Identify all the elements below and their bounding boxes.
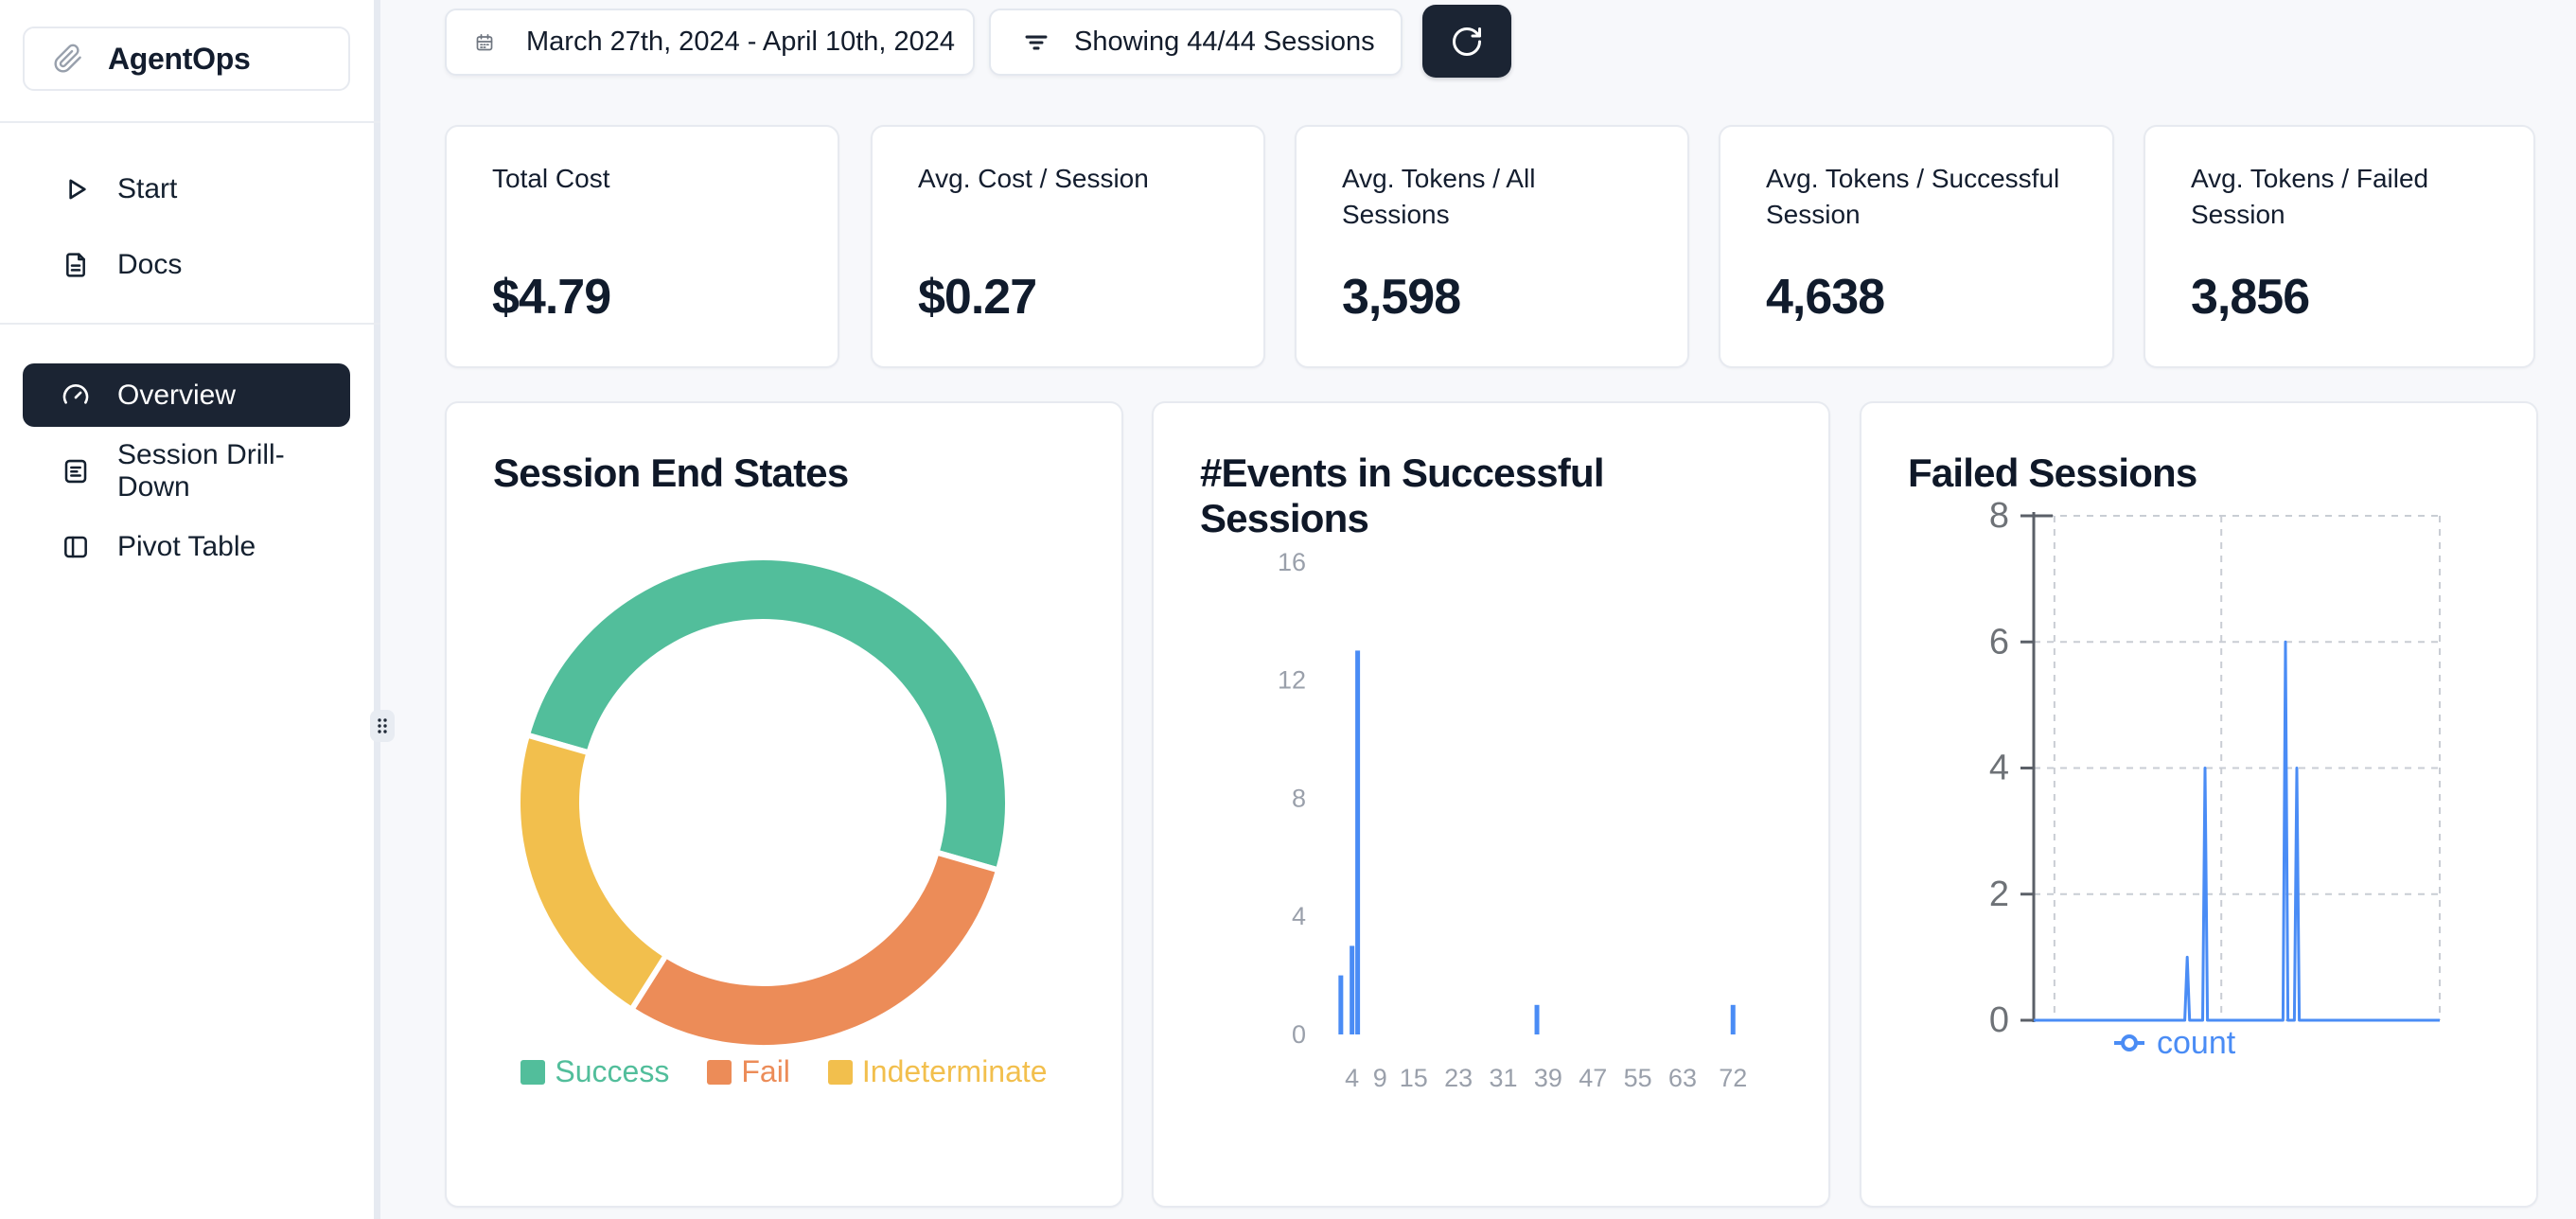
sidebar-item-label: Start bbox=[117, 173, 178, 204]
session-end-states-donut-chart bbox=[515, 555, 1011, 1051]
svg-text:4: 4 bbox=[1345, 1064, 1359, 1092]
date-range-button[interactable]: March 27th, 2024 - April 10th, 2024 bbox=[445, 9, 975, 76]
svg-text:9: 9 bbox=[1373, 1064, 1387, 1092]
svg-text:8: 8 bbox=[1292, 784, 1306, 812]
failed-sessions-line-chart: 0 2 4 6 8 count bbox=[1989, 496, 2441, 1061]
stat-value: $4.79 bbox=[492, 270, 611, 325]
sidebar-item-label: Session Drill-Down bbox=[117, 439, 285, 503]
sessions-filter-label: Showing 44/44 Sessions bbox=[1074, 26, 1375, 57]
svg-text:23: 23 bbox=[1444, 1064, 1473, 1092]
sidebar-item-label: Pivot Table bbox=[117, 531, 256, 562]
stat-card-total-cost: Total Cost $4.79 bbox=[445, 125, 839, 368]
refresh-icon bbox=[1450, 25, 1484, 59]
legend-label: Fail bbox=[741, 1054, 790, 1088]
sidebar-item-overview[interactable]: Overview bbox=[23, 363, 350, 427]
legend-item-indeterminate[interactable]: Indeterminate bbox=[827, 1054, 1048, 1089]
svg-text:55: 55 bbox=[1624, 1064, 1652, 1092]
paperclip-logo-icon bbox=[51, 42, 85, 76]
gauge-icon bbox=[59, 379, 93, 413]
sidebar-item-pivot-table[interactable]: Pivot Table bbox=[23, 519, 350, 575]
panel-title: Session End States bbox=[493, 450, 849, 495]
fail-swatch-icon bbox=[707, 1059, 732, 1085]
events-in-successful-sessions-panel: #Events in Successful Sessions 0 4 8 12 16 4 9… bbox=[1152, 401, 1830, 1208]
sidebar-item-docs[interactable]: Docs bbox=[23, 237, 350, 293]
stat-label: Avg. Tokens / All Sessions bbox=[1342, 164, 1536, 229]
legend-label: Indeterminate bbox=[861, 1054, 1048, 1088]
stat-label: Avg. Tokens / Successful Session bbox=[1766, 164, 2060, 229]
legend-item-fail[interactable]: Fail bbox=[707, 1054, 790, 1089]
svg-text:count: count bbox=[2157, 1025, 2236, 1061]
file-lines-icon bbox=[59, 454, 93, 488]
sidebar-item-label: Overview bbox=[117, 379, 237, 411]
svg-text:16: 16 bbox=[1278, 548, 1306, 576]
sidebar-item-label: Docs bbox=[117, 249, 183, 280]
svg-text:12: 12 bbox=[1278, 666, 1306, 695]
stat-card-avg-tokens-successful: Avg. Tokens / Successful Session 4,638 bbox=[1719, 125, 2114, 368]
logo[interactable]: AgentOps bbox=[23, 26, 350, 91]
sessions-filter-button[interactable]: Showing 44/44 Sessions bbox=[989, 9, 1403, 76]
panel-title: Failed Sessions bbox=[1908, 450, 2197, 495]
legend-item-success[interactable]: Success bbox=[520, 1054, 669, 1089]
svg-text:8: 8 bbox=[1989, 496, 2009, 536]
stat-value: $0.27 bbox=[918, 270, 1037, 325]
sidebar-item-start[interactable]: Start bbox=[23, 161, 350, 218]
stat-label: Total Cost bbox=[492, 164, 610, 193]
filter-icon bbox=[1019, 26, 1053, 60]
svg-text:2: 2 bbox=[1989, 874, 2009, 914]
stat-value: 4,638 bbox=[1766, 270, 1885, 325]
failed-sessions-panel: Failed Sessions 0 2 4 6 8 count bbox=[1860, 401, 2538, 1208]
svg-text:0: 0 bbox=[1292, 1020, 1306, 1049]
stat-value: 3,598 bbox=[1342, 270, 1461, 325]
svg-text:4: 4 bbox=[1989, 749, 2009, 788]
legend-label: Success bbox=[555, 1054, 670, 1088]
sidebar: AgentOps Start Docs Overview Session Dri… bbox=[0, 0, 380, 1219]
svg-text:72: 72 bbox=[1719, 1064, 1747, 1092]
svg-text:15: 15 bbox=[1400, 1064, 1428, 1092]
stat-card-avg-tokens-all: Avg. Tokens / All Sessions 3,598 bbox=[1295, 125, 1689, 368]
svg-text:47: 47 bbox=[1579, 1064, 1607, 1092]
svg-text:0: 0 bbox=[1989, 1000, 2009, 1040]
stat-card-avg-tokens-failed: Avg. Tokens / Failed Session 3,856 bbox=[2144, 125, 2535, 368]
document-icon bbox=[59, 248, 93, 282]
svg-text:6: 6 bbox=[1989, 622, 2009, 662]
sidebar-divider bbox=[0, 121, 380, 123]
svg-text:4: 4 bbox=[1292, 902, 1306, 930]
success-swatch-icon bbox=[520, 1059, 546, 1085]
stat-label: Avg. Tokens / Failed Session bbox=[2191, 164, 2429, 229]
calendar-icon bbox=[473, 26, 496, 60]
app-title: AgentOps bbox=[108, 41, 251, 76]
sidebar-divider bbox=[0, 323, 380, 325]
stat-value: 3,856 bbox=[2191, 270, 2310, 325]
date-range-label: March 27th, 2024 - April 10th, 2024 bbox=[526, 26, 956, 57]
stat-label: Avg. Cost / Session bbox=[918, 164, 1149, 193]
sidebar-resize-handle[interactable] bbox=[370, 710, 395, 742]
donut-legend: Success Fail Indeterminate bbox=[447, 1054, 1121, 1089]
play-icon bbox=[59, 172, 93, 206]
session-end-states-panel: Session End States Success Fail Indeterm… bbox=[445, 401, 1123, 1208]
panel-title: #Events in Successful Sessions bbox=[1200, 450, 1605, 540]
indeterminate-swatch-icon bbox=[827, 1059, 853, 1085]
grip-dots-icon bbox=[378, 718, 387, 733]
svg-text:31: 31 bbox=[1489, 1064, 1517, 1092]
pivot-columns-icon bbox=[59, 530, 93, 564]
svg-text:63: 63 bbox=[1668, 1064, 1697, 1092]
svg-text:39: 39 bbox=[1534, 1064, 1562, 1092]
sidebar-item-session-drill-down[interactable]: Session Drill-Down bbox=[23, 439, 350, 503]
refresh-button[interactable] bbox=[1422, 5, 1511, 78]
stat-card-avg-cost: Avg. Cost / Session $0.27 bbox=[871, 125, 1265, 368]
